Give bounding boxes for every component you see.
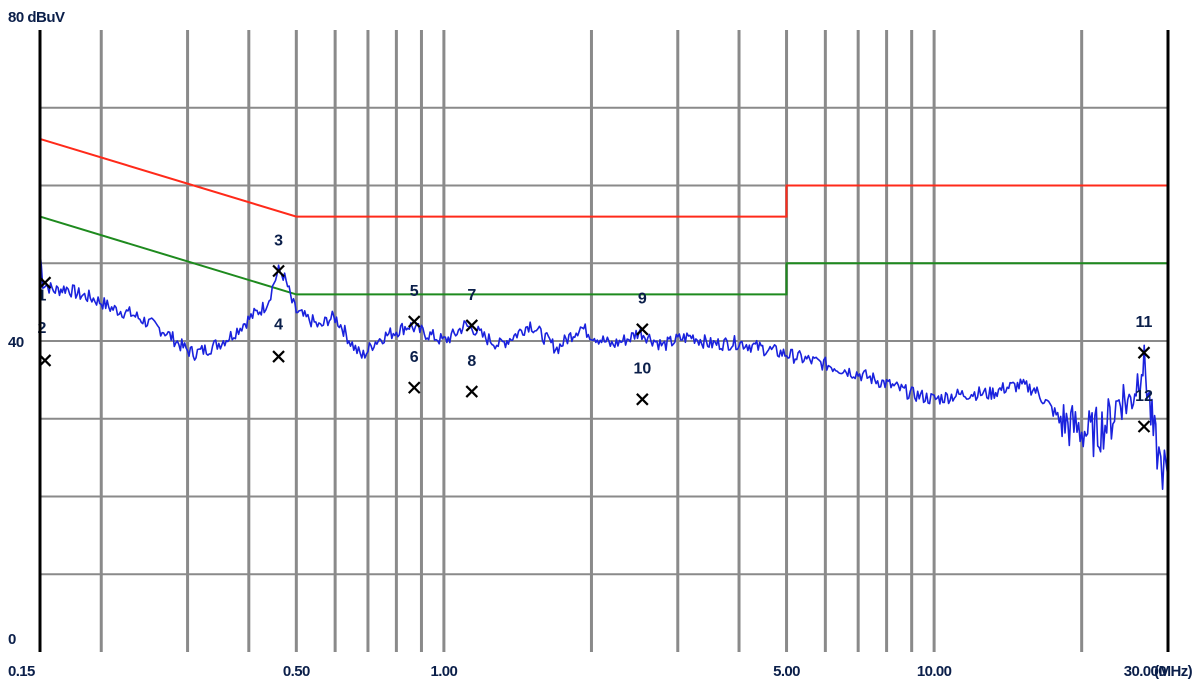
marker-label: 2 — [38, 320, 47, 337]
marker-7: 7 — [465, 287, 479, 332]
x-tick-label: 10.00 — [917, 663, 952, 680]
marker-label: 5 — [410, 283, 419, 300]
x-unit-label: (MHz) — [1154, 663, 1192, 680]
marker-cross — [407, 381, 421, 394]
marker-label: 8 — [467, 353, 476, 370]
marker-label: 12 — [1135, 388, 1153, 405]
axes — [38, 30, 1170, 652]
x-tick-label: 30.000 — [1124, 663, 1167, 680]
x-tick-label: 5.00 — [773, 663, 800, 680]
marker-12: 12 — [1135, 388, 1153, 433]
x-tick-label: 0.15 — [8, 663, 35, 680]
marker-label: 11 — [1136, 314, 1153, 331]
grid — [40, 30, 1168, 652]
marker-5: 5 — [407, 283, 421, 328]
tick-labels: 0 40 80 dBuV 0.15 0.50 1.00 5.00 10.00 30.000(MH… — [8, 9, 1193, 680]
x-tick-label: 1.00 — [430, 663, 457, 680]
series-line-1 — [39, 251, 1169, 491]
marker-label: 4 — [274, 316, 283, 333]
x-tick-label: 0.50 — [283, 663, 310, 680]
marker-label: 9 — [638, 291, 647, 308]
limit-line-1 — [39, 137, 1168, 218]
y-tick-label: 80 dBuV — [8, 9, 65, 26]
marker-cross — [636, 323, 649, 336]
limit-line-2 — [39, 215, 1168, 296]
marker-cross — [636, 393, 649, 406]
marker-3: 3 — [272, 232, 285, 278]
marker-8: 8 — [465, 353, 479, 398]
marker-cross — [407, 315, 421, 328]
marker-label: 7 — [467, 287, 476, 304]
marker-6: 6 — [407, 349, 421, 394]
marker-cross — [1137, 420, 1151, 433]
marker-11: 11 — [1136, 314, 1153, 359]
measurement-series — [39, 251, 1169, 491]
limit-lines — [39, 137, 1168, 296]
marker-label: 10 — [633, 361, 651, 378]
marker-4: 4 — [272, 316, 285, 363]
marker-label: 6 — [410, 349, 419, 366]
y-tick-label: 40 — [8, 334, 24, 351]
marker-9: 9 — [636, 291, 649, 336]
marker-cross — [1137, 346, 1151, 359]
marker-10: 10 — [633, 361, 651, 406]
marker-cross — [465, 385, 479, 398]
marker-cross — [272, 264, 285, 278]
y-tick-label: 0 — [8, 631, 16, 648]
marker-cross — [272, 350, 285, 363]
marker-label: 3 — [274, 232, 283, 249]
marker-cross — [465, 319, 479, 332]
marker-label: 1 — [38, 288, 47, 305]
